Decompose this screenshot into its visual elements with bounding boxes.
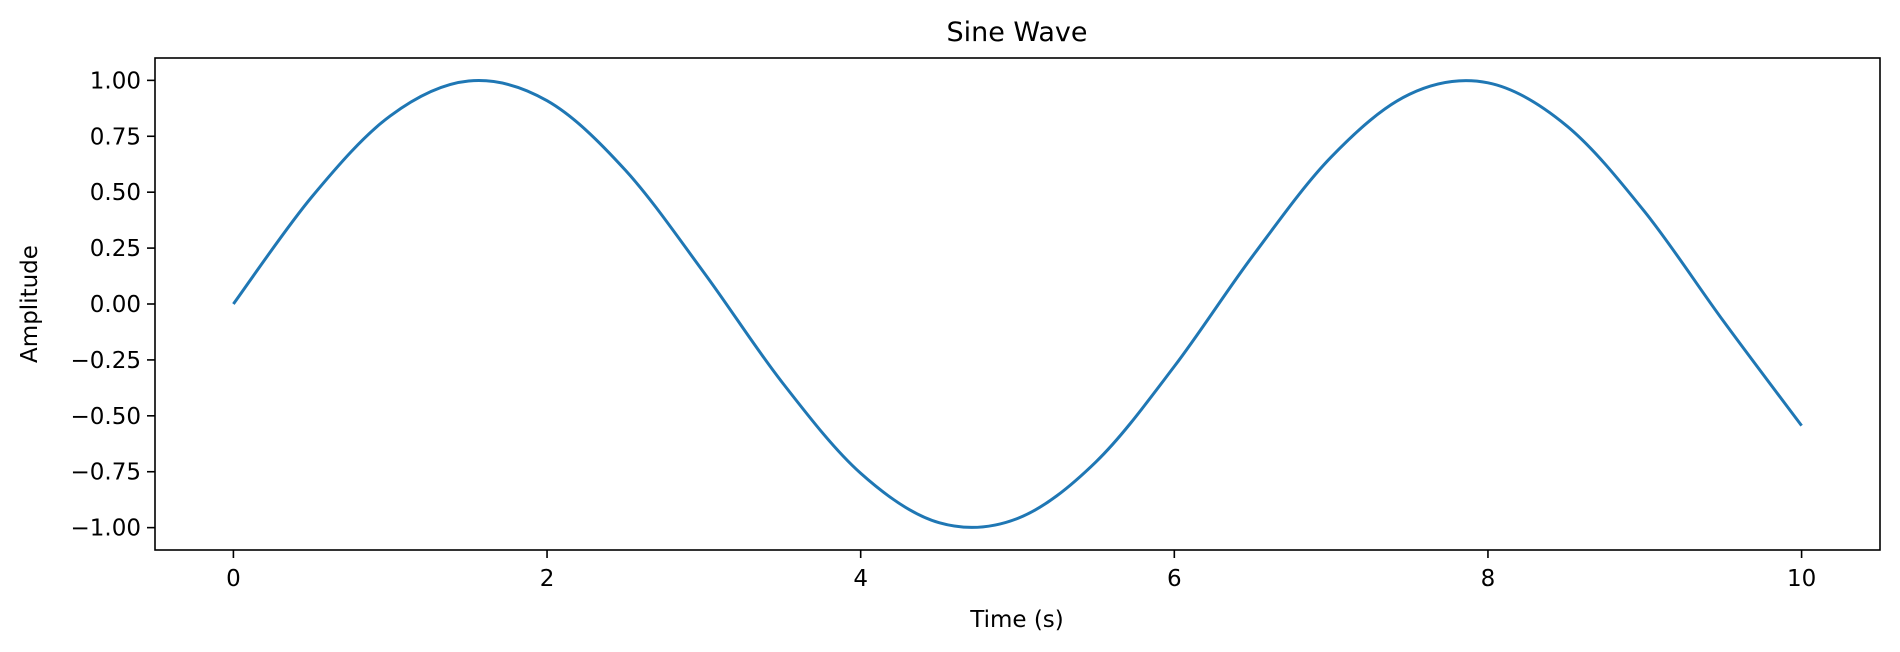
y-axis-label: Amplitude: [17, 245, 43, 363]
x-tick-label: 2: [540, 566, 555, 592]
series-line: [232, 79, 1803, 529]
y-tick-label: −0.25: [71, 348, 141, 374]
y-tick-label: 0.25: [90, 236, 141, 262]
x-tick-label: 6: [1167, 566, 1182, 592]
y-tick-label: 0.75: [90, 124, 141, 150]
plot-area-frame: [154, 57, 1881, 551]
x-tick-label: 4: [853, 566, 868, 592]
y-tick-label: 0.50: [90, 180, 141, 206]
x-tick-label: 0: [226, 566, 241, 592]
y-tick-label: −0.50: [71, 404, 141, 430]
y-axis: 1.00 0.75 0.50 0.25 0.00 −0.25 −0.50 −0.75 −1.00: [71, 68, 155, 542]
x-tick-label: 10: [1787, 566, 1816, 592]
y-tick-label: −0.75: [71, 460, 141, 486]
y-tick-label: 1.00: [90, 68, 141, 94]
x-tick-label: 8: [1481, 566, 1496, 592]
x-axis-label: Time (s): [969, 607, 1064, 633]
x-axis: 0 2 4 6 8 10: [226, 550, 1816, 592]
chart-title: Sine Wave: [946, 17, 1087, 48]
y-tick-label: 0.00: [90, 292, 141, 318]
y-tick-label: −1.00: [71, 516, 141, 542]
